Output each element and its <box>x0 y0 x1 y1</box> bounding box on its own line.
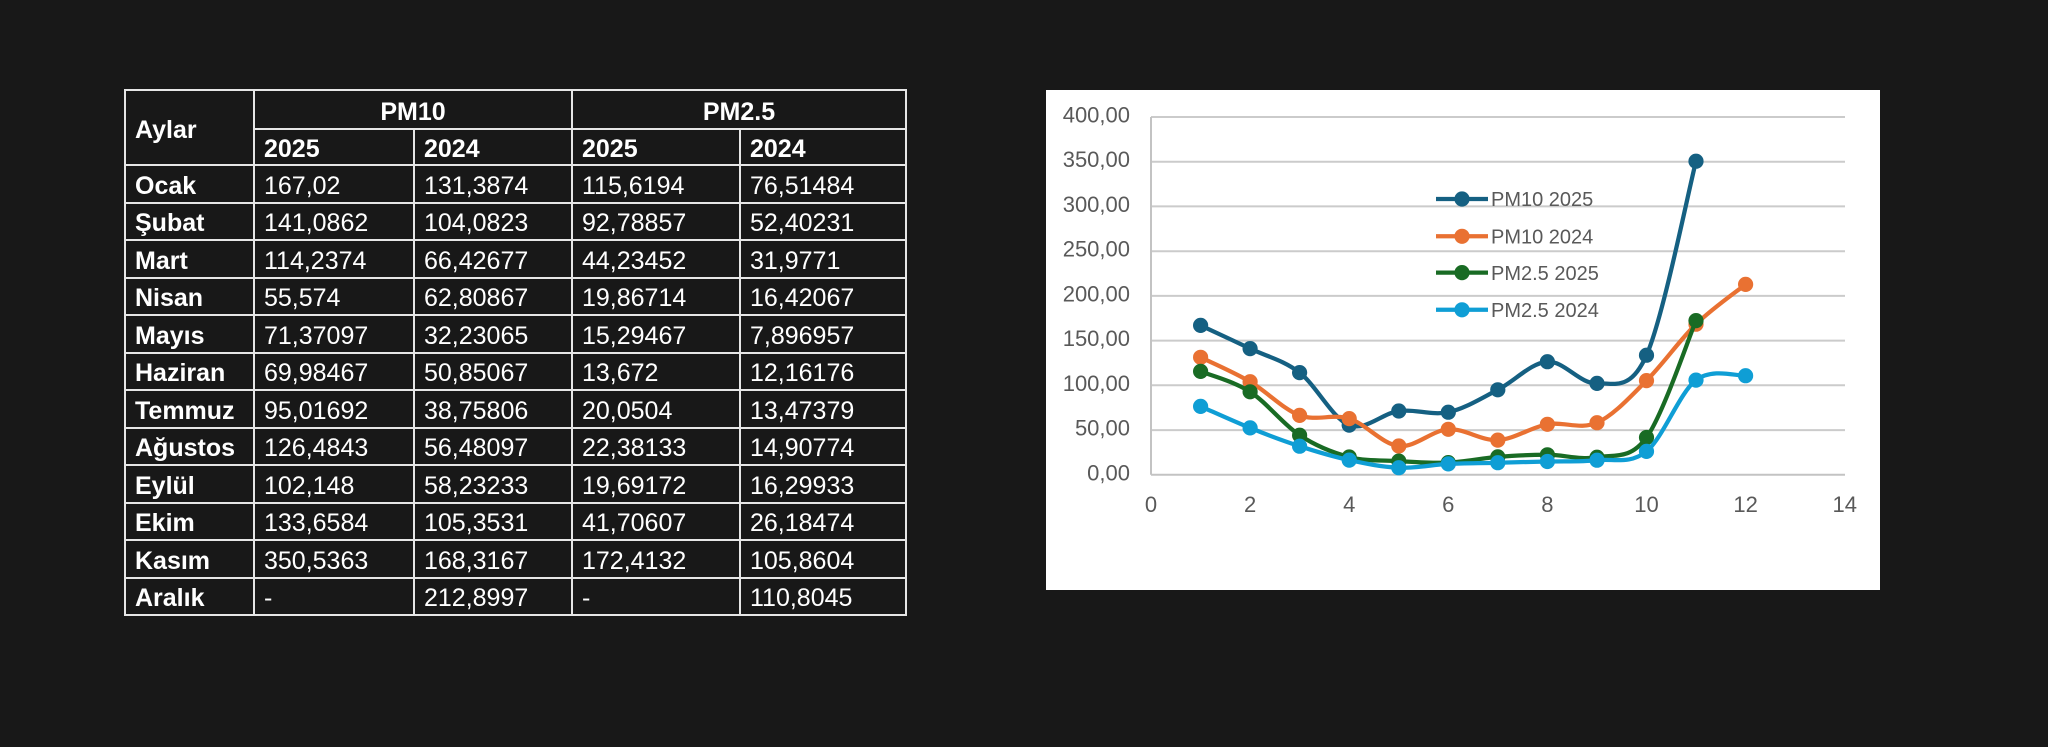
svg-text:400,00: 400,00 <box>1063 103 1130 128</box>
svg-text:6: 6 <box>1442 492 1454 517</box>
svg-text:14: 14 <box>1832 492 1856 517</box>
svg-text:0,00: 0,00 <box>1087 460 1130 485</box>
svg-text:0: 0 <box>1145 492 1157 517</box>
svg-text:PM10 2024: PM10 2024 <box>1491 227 1593 249</box>
svg-text:200,00: 200,00 <box>1063 281 1130 306</box>
svg-text:4: 4 <box>1343 492 1355 517</box>
svg-text:PM10 2025: PM10 2025 <box>1491 189 1593 211</box>
svg-text:10: 10 <box>1634 492 1658 517</box>
svg-text:PM2.5 2025: PM2.5 2025 <box>1491 263 1599 285</box>
svg-text:12: 12 <box>1733 492 1757 517</box>
svg-text:8: 8 <box>1541 492 1553 517</box>
svg-text:2: 2 <box>1244 492 1256 517</box>
svg-text:PM2.5 2024: PM2.5 2024 <box>1491 300 1599 322</box>
svg-text:300,00: 300,00 <box>1063 192 1130 217</box>
svg-text:350,00: 350,00 <box>1063 147 1130 172</box>
svg-text:250,00: 250,00 <box>1063 237 1130 262</box>
svg-text:150,00: 150,00 <box>1063 326 1130 351</box>
svg-text:100,00: 100,00 <box>1063 371 1130 396</box>
svg-text:50,00: 50,00 <box>1075 416 1130 441</box>
